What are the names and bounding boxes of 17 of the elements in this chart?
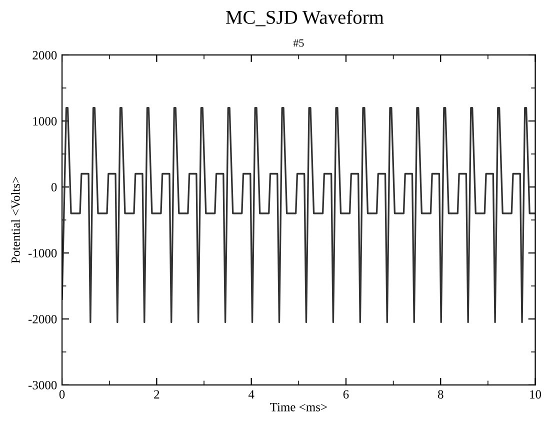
y-tick-label: -3000 <box>28 380 57 390</box>
y-tick-label: 1000 <box>33 117 57 126</box>
y-tick-label: -1000 <box>28 248 57 258</box>
x-tick-label: 8 <box>438 390 444 399</box>
chart-title: MC_SJD Waveform <box>226 10 384 26</box>
y-axis-title: Potential <Volts> <box>11 176 20 264</box>
x-tick-label: 0 <box>59 390 65 399</box>
x-tick-label: 2 <box>154 390 160 398</box>
x-tick-label: 4 <box>248 390 254 398</box>
x-tick-label: 10 <box>530 390 542 399</box>
y-tick-label: -2000 <box>28 314 57 324</box>
y-tick-label: 0 <box>51 182 57 192</box>
x-axis-title: Time <ms> <box>270 402 327 412</box>
line-series <box>62 106 536 324</box>
x-tick-label: 6 <box>343 390 349 399</box>
y-tick-label: 2000 <box>32 51 57 60</box>
chart-subtitle: #5 <box>293 39 304 47</box>
